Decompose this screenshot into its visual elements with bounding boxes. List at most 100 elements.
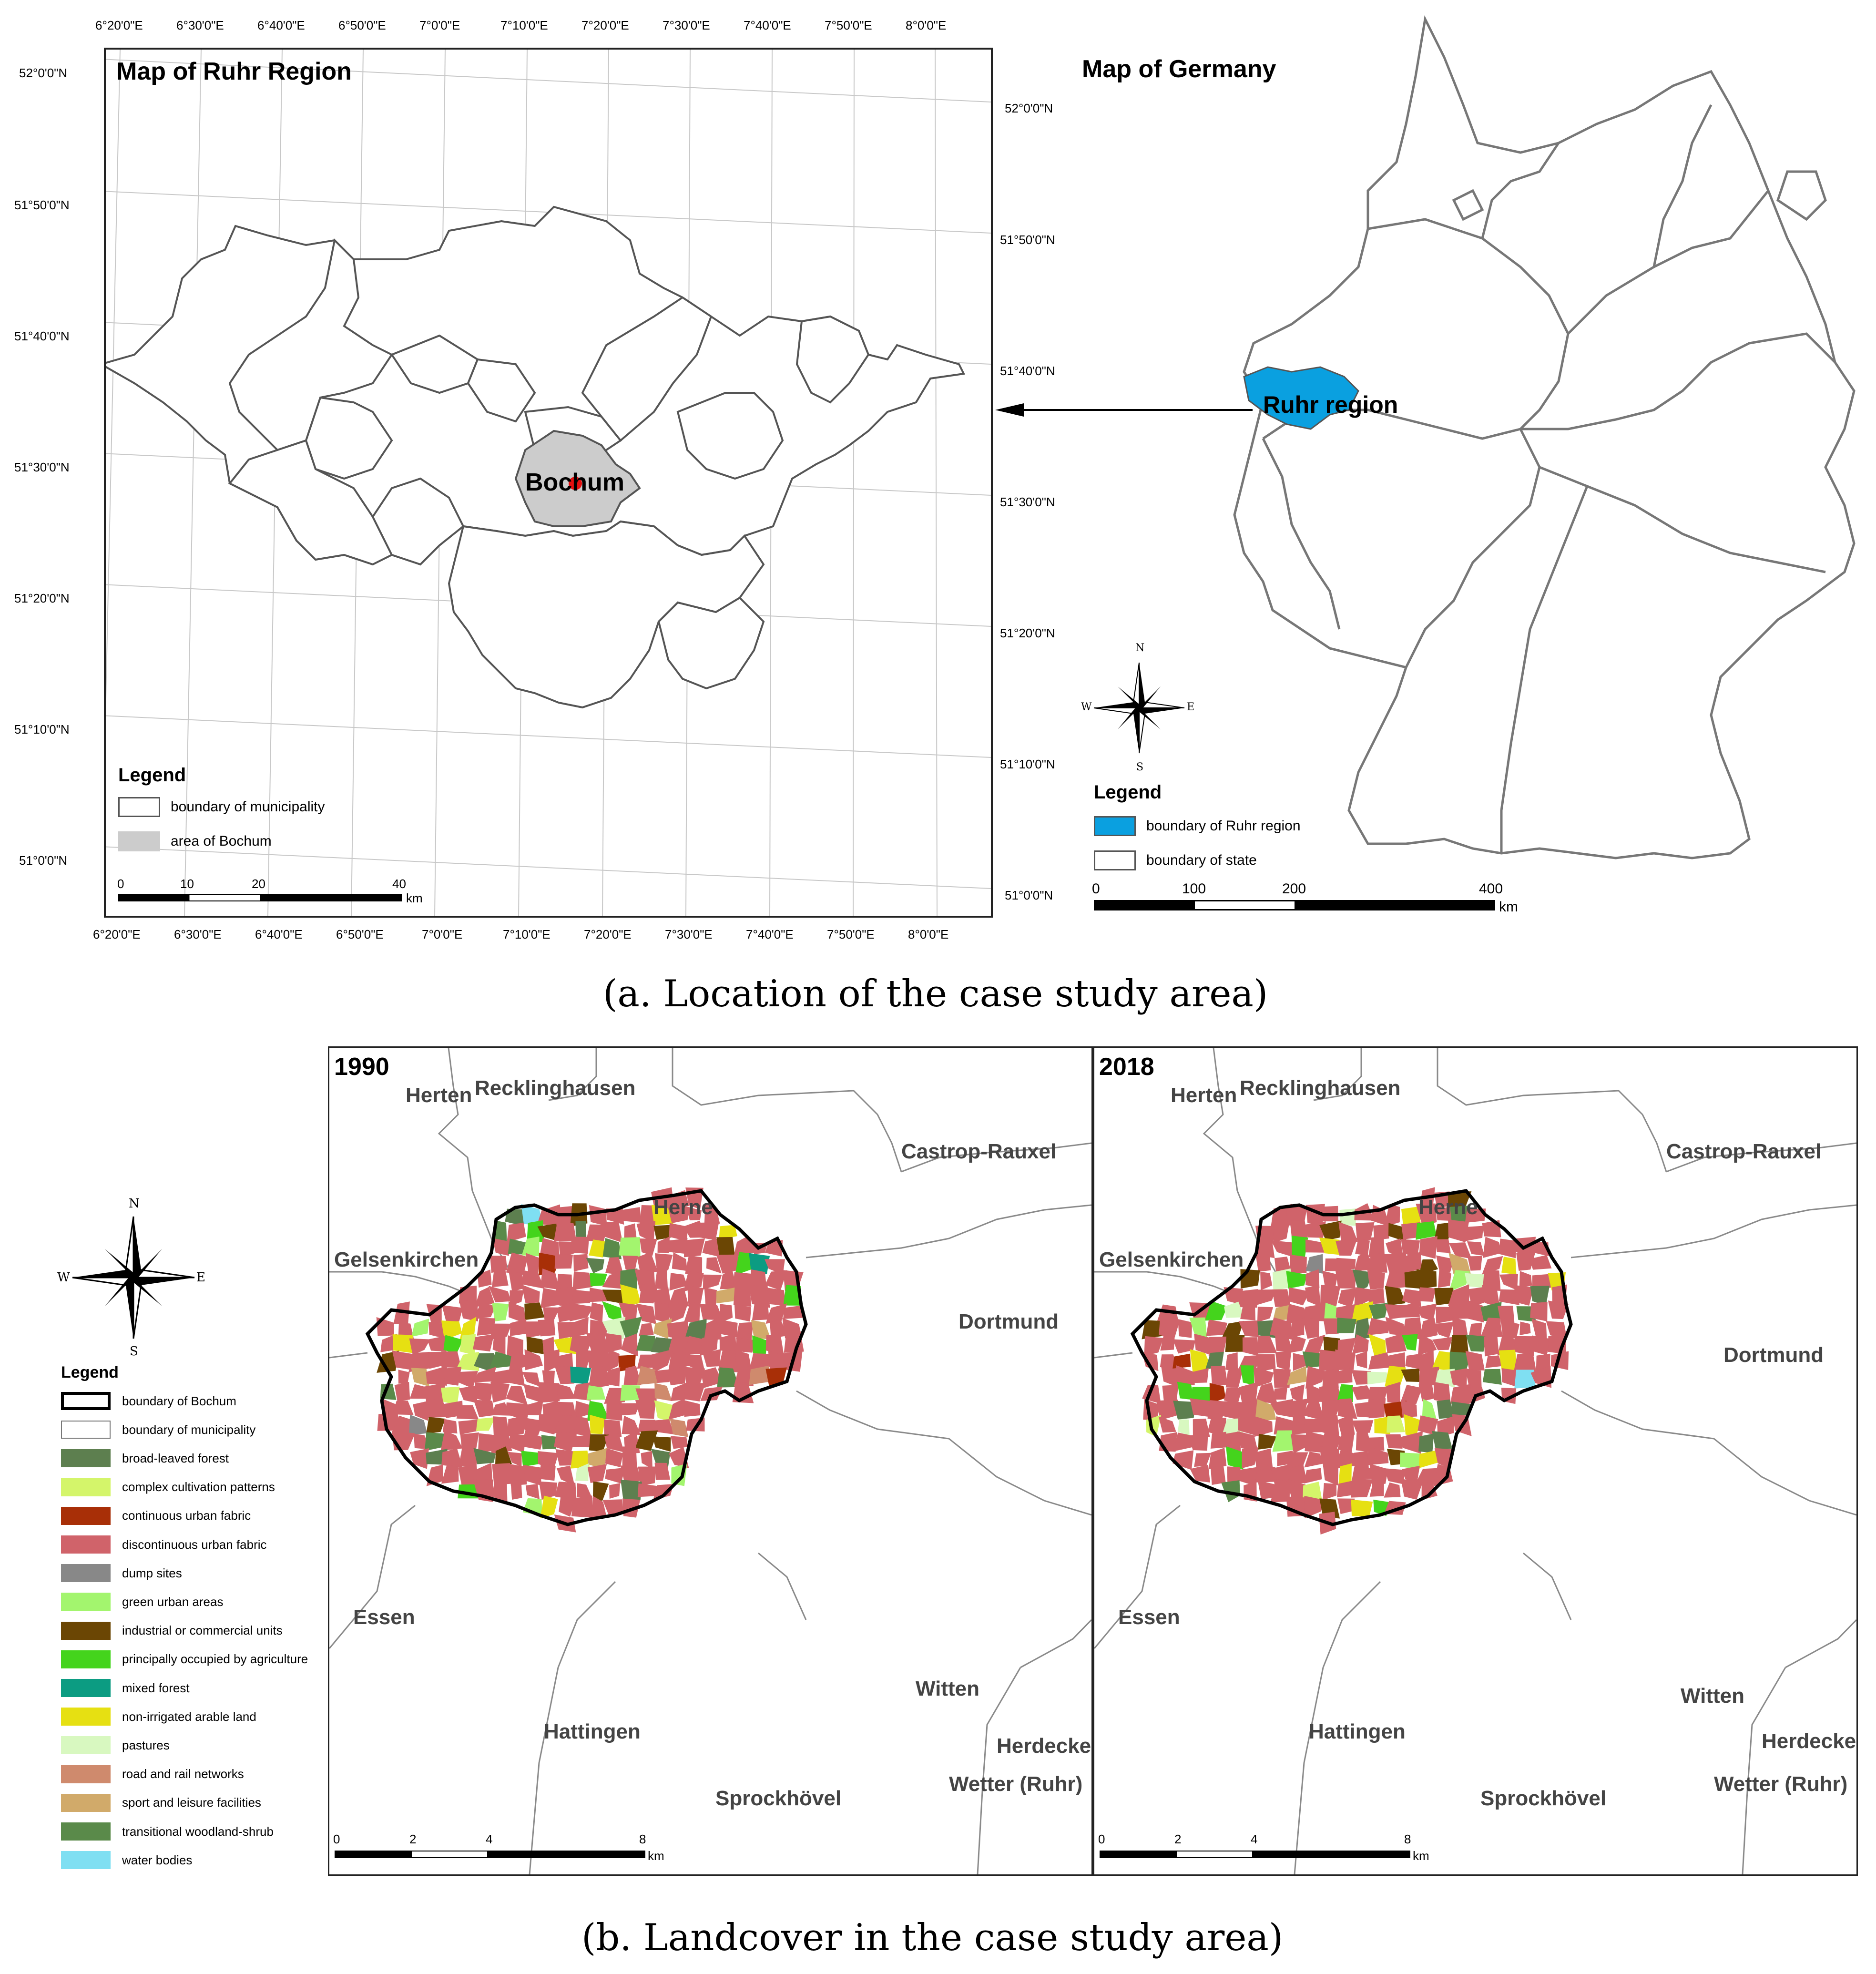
lat-tick: 51°40'0"N (1000, 364, 1055, 378)
bochum-boundary (1130, 1189, 1573, 1526)
legend-swatch (61, 1793, 111, 1812)
lon-tick: 7°50'0"E (825, 18, 872, 32)
place-label: Herten (406, 1084, 472, 1107)
legend-swatch (61, 1851, 111, 1870)
compass-e: E (196, 1270, 205, 1285)
scale-unit: km (1499, 899, 1518, 915)
ruhr-map-title: Map of Ruhr Region (116, 58, 352, 85)
place-label: Wetter (Ruhr) (949, 1772, 1083, 1796)
scale-label: 2 (1174, 1832, 1182, 1846)
lat-tick: 51°0'0"N (1005, 888, 1053, 902)
scale-label: 2 (409, 1832, 417, 1846)
lat-tick: 51°20'0"N (1000, 626, 1055, 640)
bochum-label: Bochum (525, 469, 624, 496)
scale-unit: km (648, 1849, 664, 1863)
legend-label: industrial or commercial units (122, 1623, 283, 1638)
ruhr-legend-title: Legend (118, 765, 186, 786)
lon-tick: 7°40'0"E (746, 927, 794, 941)
compass-n: N (1135, 642, 1145, 654)
legend-label: sport and leisure facilities (122, 1795, 261, 1810)
lon-tick: 6°40'0"E (257, 18, 305, 32)
lat-tick: 51°20'0"N (14, 591, 70, 605)
place-label: Essen (353, 1606, 415, 1629)
ruhr-map-frame: Map of Ruhr Region Bochum Legend boundar… (104, 48, 993, 918)
legend-swatch (61, 1535, 111, 1554)
legend-label: pastures (122, 1738, 170, 1752)
legend-swatch (61, 1621, 111, 1640)
legend-item: boundary of municipality (61, 1421, 255, 1439)
legend-item: broad-leaved forest (61, 1449, 229, 1468)
lon-tick: 7°10'0"E (500, 18, 548, 32)
legend-swatch (61, 1478, 111, 1496)
lat-tick: 51°10'0"N (14, 722, 70, 736)
legend-swatch (61, 1392, 111, 1410)
legend-swatch (61, 1650, 111, 1668)
legend-item: principally occupied by agriculture (61, 1650, 308, 1668)
scale-label: 0 (1098, 1832, 1105, 1846)
caption-b: (b. Landcover in the case study area) (581, 1916, 1284, 1959)
place-label: Hattingen (544, 1720, 641, 1743)
place-label: Herdecke (1762, 1729, 1856, 1753)
lat-tick: 51°50'0"N (14, 198, 70, 212)
legend-label: road and rail networks (122, 1767, 244, 1781)
legend-item: mixed forest (61, 1679, 190, 1697)
scale-label: 20 (252, 877, 265, 891)
landcover-scale-bar (1100, 1851, 1410, 1858)
ruhr-region-shape (1243, 366, 1359, 430)
legend-swatch (1094, 816, 1136, 836)
place-label: Herne (653, 1196, 713, 1219)
bochum-marker (569, 477, 582, 490)
state-boundaries (1233, 15, 1856, 859)
landcover-compass: N S E W (57, 1197, 205, 1359)
legend-label: green urban areas (122, 1594, 224, 1609)
legend-item-state: boundary of state (1094, 850, 1257, 870)
legend-swatch (61, 1736, 111, 1755)
landcover-canvas (1094, 1048, 1856, 1874)
compass-s: S (130, 1344, 138, 1359)
legend-item: continuous urban fabric (61, 1506, 251, 1525)
legend-item: dump sites (61, 1564, 182, 1583)
legend-label: dump sites (122, 1565, 182, 1580)
compass-w: W (57, 1270, 70, 1285)
germany-legend-title: Legend (1094, 782, 1162, 803)
place-label: Sprockhövel (715, 1787, 842, 1810)
legend-item: water bodies (61, 1851, 192, 1870)
legend-swatch (118, 831, 160, 851)
legend-swatch (61, 1564, 111, 1583)
landcover-map-1990: 1990 Herten Recklinghausen Castrop-Rauxel He… (328, 1046, 1093, 1876)
lon-tick: 7°30'0"E (663, 18, 710, 32)
legend-swatch (61, 1708, 111, 1726)
scale-label: 10 (180, 877, 194, 891)
place-label: Castrop-Rauxel (1666, 1140, 1822, 1163)
lon-tick: 7°50'0"E (827, 927, 875, 941)
landcover-map-2018: 2018 Herten Recklinghausen Castrop-Rauxel He… (1093, 1046, 1858, 1876)
legend-label: discontinuous urban fabric (122, 1537, 267, 1552)
legend-swatch (61, 1593, 111, 1611)
legend-item: discontinuous urban fabric (61, 1535, 267, 1554)
legend-label: complex cultivation patterns (122, 1480, 275, 1494)
bochum-boundary (365, 1189, 808, 1526)
germany-map-canvas (1233, 15, 1856, 859)
lon-tick: 6°20'0"E (95, 18, 143, 32)
lat-tick: 52°0'0"N (19, 66, 68, 80)
lat-tick: 51°10'0"N (1000, 757, 1055, 771)
legend-label: mixed forest (122, 1680, 190, 1695)
legend-label: boundary of state (1146, 852, 1257, 868)
place-label: Sprockhövel (1480, 1787, 1607, 1810)
scale-unit: km (406, 891, 423, 905)
landcover-maps: 1990 Herten Recklinghausen Castrop-Rauxel He… (328, 1046, 1858, 1885)
legend-label: continuous urban fabric (122, 1508, 251, 1523)
legend-label: boundary of Ruhr region (1146, 818, 1301, 834)
scale-label: 0 (1092, 881, 1100, 897)
landcover-patches (376, 1187, 804, 1533)
legend-item-municipality: boundary of municipality (118, 797, 325, 817)
lon-tick: 6°50'0"E (336, 927, 384, 941)
legend-item: pastures (61, 1736, 170, 1755)
ruhr-map-canvas (106, 50, 991, 916)
legend-label: transitional woodland-shrub (122, 1824, 274, 1839)
legend-item: industrial or commercial units (61, 1621, 283, 1640)
place-label: Herne (1418, 1196, 1478, 1219)
scale-segments (118, 894, 402, 901)
legend-item: green urban areas (61, 1593, 223, 1611)
legend-item: complex cultivation patterns (61, 1478, 275, 1496)
